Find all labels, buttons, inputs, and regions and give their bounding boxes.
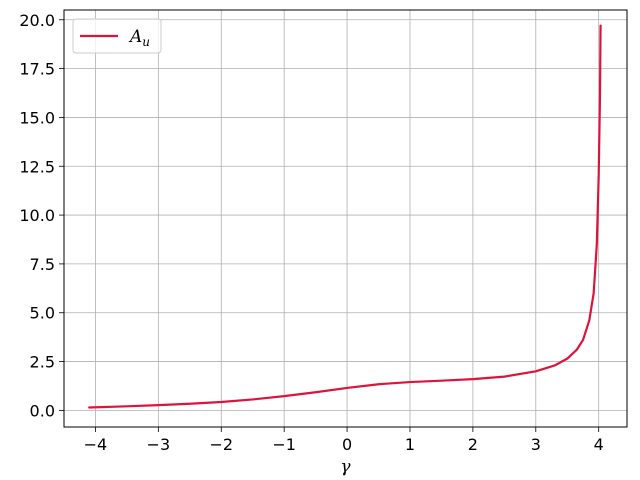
plot-frame	[63, 9, 628, 428]
y-tick-label: 17.5	[19, 60, 55, 79]
legend-label-a-u: Au	[128, 27, 150, 49]
x-tick-label: 2	[468, 435, 478, 454]
y-tick-label: 2.5	[30, 353, 55, 372]
x-axis-ticks: −4 −3 −2 −1 0 1 2 3 4	[84, 427, 604, 454]
legend-label-subscript: u	[142, 35, 150, 49]
y-tick-label: 7.5	[30, 255, 55, 274]
series-layer	[88, 24, 602, 409]
series-line-a-u	[88, 24, 602, 409]
y-tick-label: 0.0	[30, 401, 55, 420]
x-tick-label: 0	[342, 435, 352, 454]
x-tick-label: 3	[531, 435, 541, 454]
x-tick-label: −3	[147, 435, 171, 454]
grid	[64, 10, 627, 427]
x-tick-label: −4	[84, 435, 108, 454]
x-tick-label: −2	[209, 435, 233, 454]
y-tick-label: 20.0	[19, 11, 55, 30]
y-tick-label: 15.0	[19, 108, 55, 127]
x-tick-label: −1	[272, 435, 296, 454]
legend: Au	[72, 18, 162, 54]
x-tick-label: 4	[594, 435, 604, 454]
legend-label-main: A	[128, 27, 142, 47]
x-tick-label: 1	[405, 435, 415, 454]
y-tick-label: 5.0	[30, 304, 55, 323]
y-tick-label: 12.5	[19, 157, 55, 176]
y-tick-label: 10.0	[19, 206, 55, 225]
x-axis-label: γ	[340, 457, 351, 477]
y-axis-ticks: 0.0 2.5 5.0 7.5 10.0 12.5 15.0 17.5 20.0	[19, 11, 64, 420]
